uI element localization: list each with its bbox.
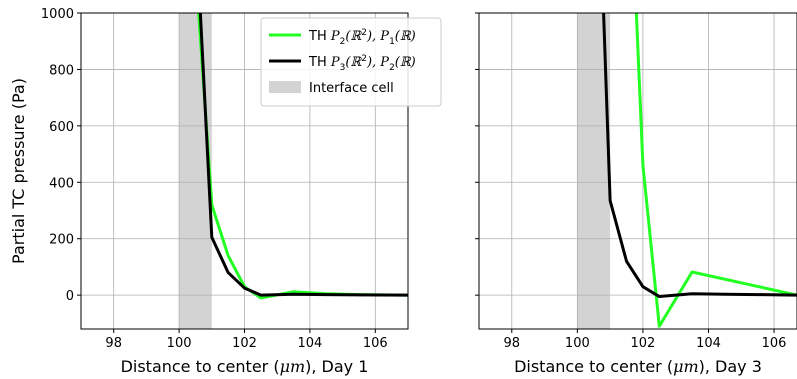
legend-entry-label: TH P3(ℝ2), P2(ℝ) — [308, 54, 416, 73]
x-tick-label: 102 — [232, 336, 257, 351]
y-tick-label: 400 — [49, 176, 74, 191]
x-tick-label: 100 — [167, 336, 192, 351]
x-tick-label: 100 — [565, 336, 590, 351]
x-tick-label: 104 — [297, 336, 322, 351]
legend-box — [260, 17, 442, 107]
x-axis-label-suffix: ), Day 3 — [699, 357, 762, 376]
x-tick-label: 98 — [105, 336, 122, 351]
x-axis-label-suffix: ), Day 1 — [305, 357, 368, 376]
x-tick-label: 104 — [696, 336, 721, 351]
x-axis-label-unit: μm — [673, 357, 699, 376]
x-axis-label: Distance to center (μm), Day 3 — [514, 357, 762, 376]
interface-cell-region — [179, 13, 212, 329]
x-tick-label: 98 — [504, 336, 521, 351]
x-axis-label-unit: μm — [280, 357, 306, 376]
series-line-black — [198, 13, 408, 297]
legend: TH P2(ℝ2), P1(ℝ) TH P3(ℝ2), P2(ℝ) Interfac… — [260, 17, 442, 107]
y-tick-label: 200 — [49, 233, 74, 248]
x-axis-label-prefix: Distance to center ( — [121, 357, 280, 376]
y-tick-label: 0 — [66, 289, 74, 304]
x-tick-label: 106 — [762, 336, 787, 351]
series-line-green — [634, 13, 797, 328]
chart-panel-day1: 98 100 102 104 106 0 200 400 600 800 1000 Distance … — [9, 7, 409, 376]
y-tick-label: 1000 — [41, 7, 74, 22]
x-tick-label: 102 — [631, 336, 656, 351]
x-tick-label: 106 — [363, 336, 388, 351]
y-tick-label: 600 — [49, 120, 74, 135]
x-axis-label: Distance to center (μm), Day 1 — [121, 357, 369, 376]
x-axis-label-prefix: Distance to center ( — [514, 357, 673, 376]
legend-patch-swatch — [269, 81, 301, 93]
y-tick-label: 800 — [49, 63, 74, 78]
axes-frame — [478, 12, 797, 330]
legend-entry-label: TH P2(ℝ2), P1(ℝ) — [308, 28, 416, 47]
legend-entry-label: Interface cell — [309, 81, 394, 96]
y-axis-label: Partial TC pressure (Pa) — [9, 78, 28, 264]
series-line-black — [602, 13, 797, 299]
